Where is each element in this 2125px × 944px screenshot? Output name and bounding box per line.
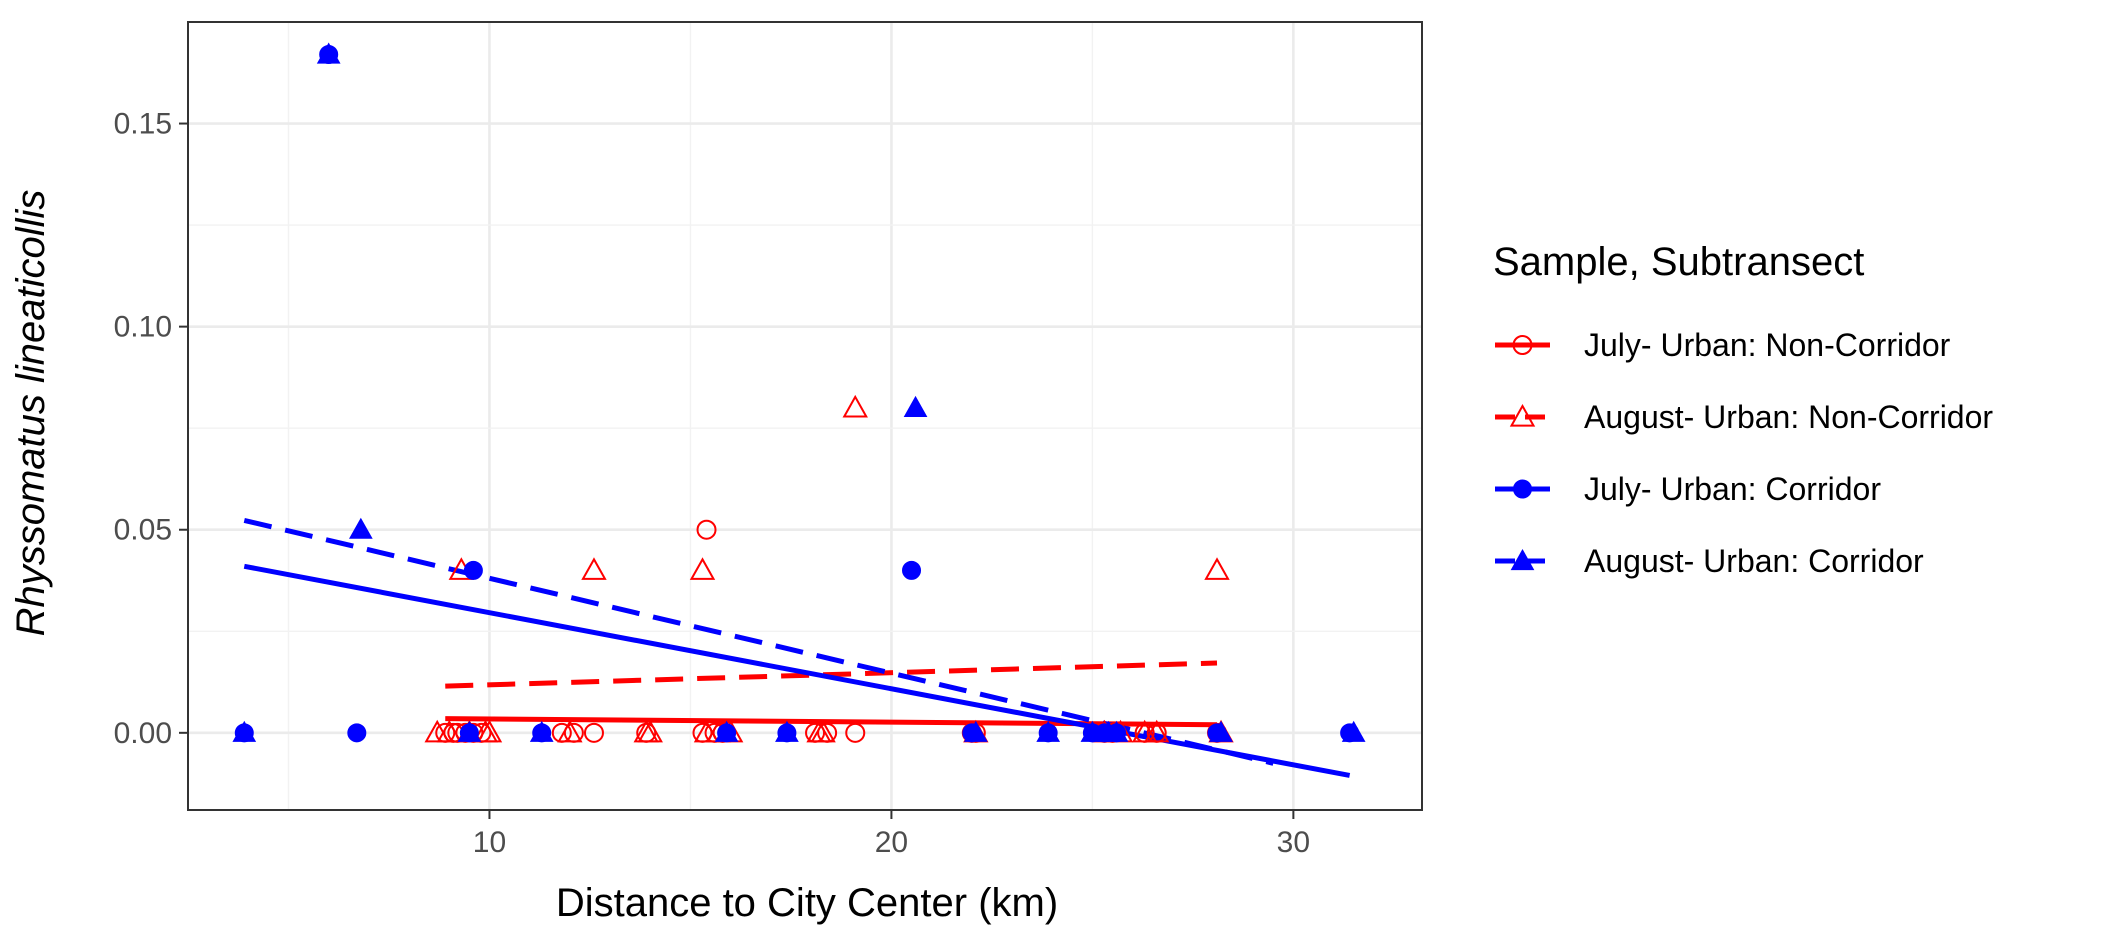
y-tick-label: 0.05 xyxy=(114,514,172,547)
legend-label: July- Urban: Corridor xyxy=(1584,471,1881,507)
y-tick-label: 0.00 xyxy=(114,717,172,750)
data-point xyxy=(1209,720,1233,742)
data-point xyxy=(529,720,554,742)
data-point xyxy=(232,720,257,742)
legend-key-marker xyxy=(1512,335,1533,355)
legend-key-marker xyxy=(1509,403,1536,427)
data-point xyxy=(637,719,663,743)
legend-label: August- Urban: Non-Corridor xyxy=(1584,399,1993,435)
data-point xyxy=(316,42,341,64)
legend-key-marker xyxy=(1513,479,1532,499)
data-point xyxy=(714,720,739,742)
data-point xyxy=(696,519,717,540)
y-axis-label: Rhyssomatus lineaticollis xyxy=(9,190,53,637)
data-point xyxy=(903,395,928,417)
legend: Sample, Subtransect July- Urban: Non-Cor… xyxy=(1493,240,1993,579)
data-point xyxy=(583,722,604,743)
grid xyxy=(188,22,1422,810)
data-point xyxy=(347,723,367,743)
data-point xyxy=(463,560,483,580)
data-point xyxy=(1204,557,1230,580)
legend-title: Sample, Subtransect xyxy=(1493,240,1864,284)
fit-line xyxy=(243,517,1274,766)
data-point xyxy=(902,560,922,580)
axis-ticks: 10 20 30 0.00 0.05 0.10 0.15 xyxy=(114,108,1310,859)
data-point xyxy=(348,517,373,539)
data-point xyxy=(810,719,836,743)
panel-border xyxy=(187,21,1423,811)
data-point xyxy=(1036,720,1061,742)
legend-label: July- Urban: Non-Corridor xyxy=(1584,327,1951,363)
data-point xyxy=(775,720,799,742)
data-point xyxy=(842,394,868,418)
data-points xyxy=(232,42,1366,743)
x-tick-label: 10 xyxy=(473,826,506,859)
fit-line xyxy=(445,660,1218,689)
data-point xyxy=(1144,719,1170,743)
data-point xyxy=(963,720,988,742)
y-tick-label: 0.15 xyxy=(114,108,172,141)
x-tick-label: 20 xyxy=(875,826,908,859)
data-point xyxy=(436,719,462,743)
data-point xyxy=(581,557,607,580)
data-point xyxy=(476,719,503,743)
data-point xyxy=(457,720,482,742)
x-tick-label: 30 xyxy=(1277,826,1310,859)
data-point xyxy=(1104,720,1129,742)
y-tick-label: 0.10 xyxy=(114,311,172,344)
data-point xyxy=(557,719,583,743)
data-point xyxy=(845,722,866,743)
data-point xyxy=(1341,720,1366,742)
data-point xyxy=(689,557,716,580)
data-point xyxy=(1080,720,1105,742)
legend-key-marker xyxy=(1510,548,1535,571)
x-axis-label: Distance to City Center (km) xyxy=(556,881,1058,925)
legend-label: August- Urban: Corridor xyxy=(1584,543,1924,579)
